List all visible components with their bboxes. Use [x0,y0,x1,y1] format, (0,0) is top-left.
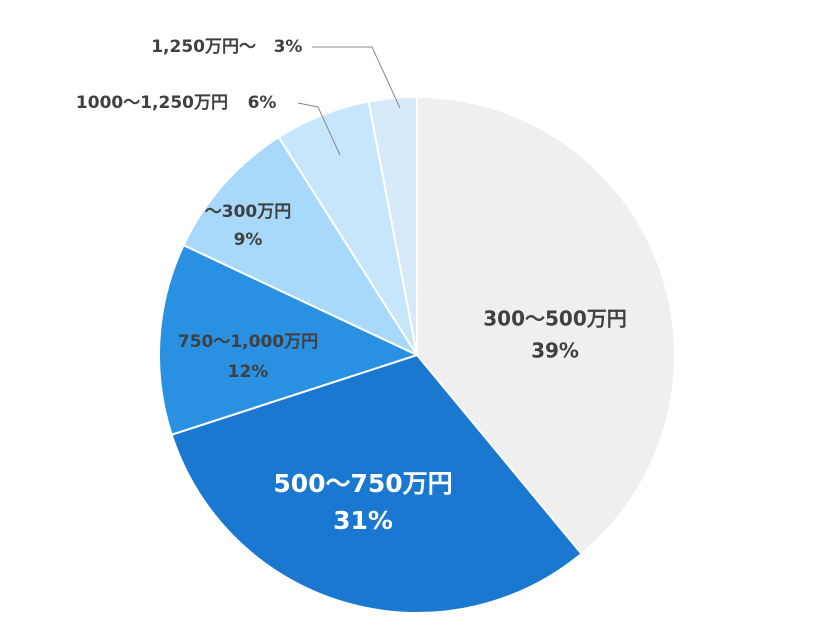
pie-slice [170,353,583,614]
pie-slice [367,95,418,356]
leader-line [297,102,341,156]
value-label: 3% [274,37,303,57]
leader-line [312,46,401,109]
pie-slice [416,95,676,556]
slices [158,95,676,614]
value-label: 9% [234,230,263,250]
slice-label: 300〜500万円 [483,307,627,331]
slice-label: 1,250万円〜 [151,37,256,57]
pie-slice [158,243,420,436]
pie-slice [182,135,420,358]
value-label: 31% [333,506,393,535]
slice-label: 〜300万円 [205,202,292,222]
slice-label: 1000〜1,250万円 [76,93,228,113]
slice-label: 750〜1,000万円 [178,332,318,352]
value-label: 6% [248,93,277,113]
value-label: 12% [228,362,269,382]
value-label: 39% [531,339,579,363]
slice-label: 500〜750万円 [273,469,452,498]
